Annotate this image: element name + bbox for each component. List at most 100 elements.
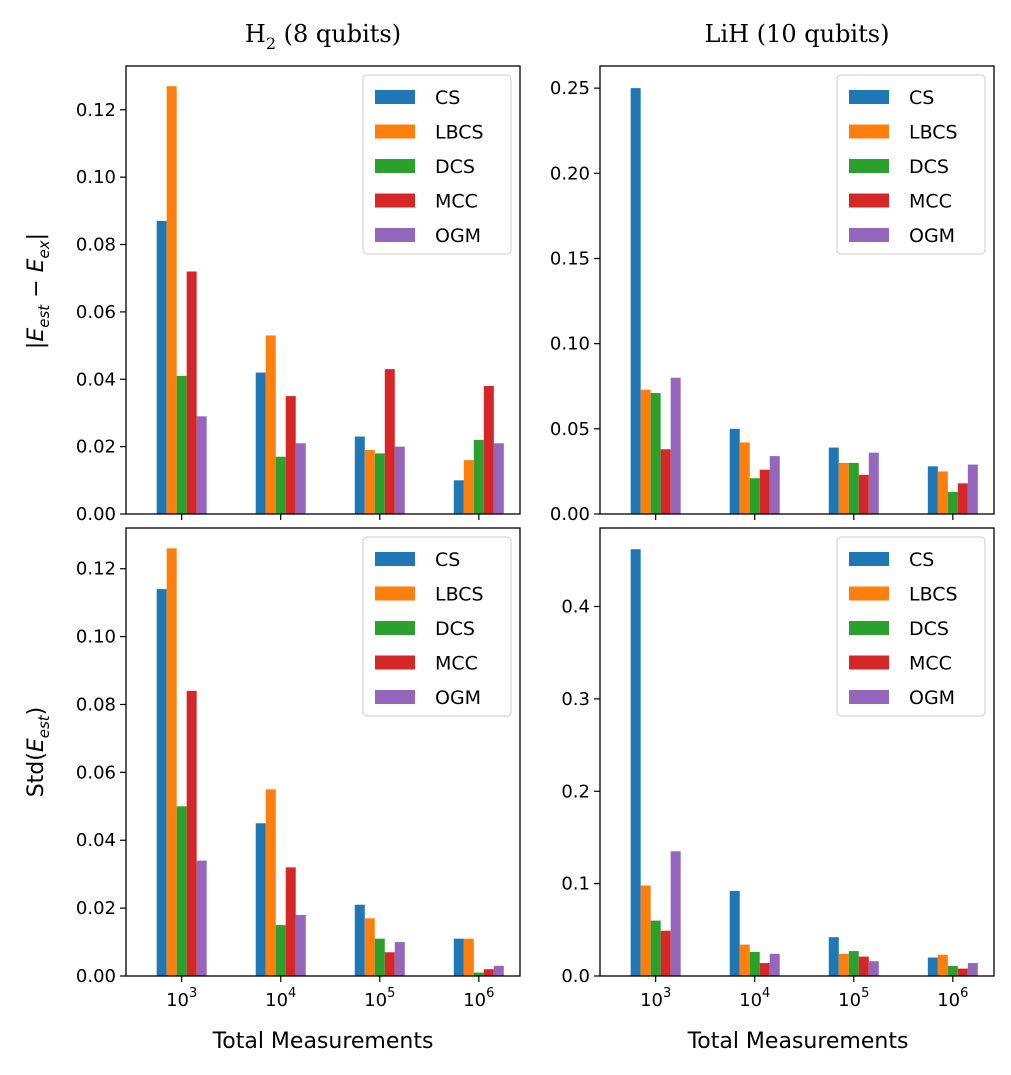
x-tick-label: 106 bbox=[937, 986, 968, 1011]
legend-label-ogm: OGM bbox=[435, 687, 481, 709]
panel-lih-error: 0.00 0.05 0.10 0.15 0.20 0.25 CS LBCS DCS MCC OGM bbox=[550, 65, 995, 525]
axes-frame bbox=[125, 65, 521, 515]
legend-swatch-dcs bbox=[849, 621, 889, 635]
legend-label-mcc: MCC bbox=[435, 653, 478, 675]
bar-ogm-10e6 bbox=[493, 443, 504, 514]
legend-label-mcc: MCC bbox=[435, 191, 478, 213]
bar-ogm-10e5 bbox=[394, 446, 405, 514]
legend-swatch-dcs bbox=[375, 621, 415, 635]
bar-lbcs-10e4 bbox=[739, 442, 750, 514]
bar-cs-10e4 bbox=[255, 823, 266, 976]
bar-lbcs-10e5 bbox=[838, 462, 849, 514]
bar-cs-10e4 bbox=[729, 891, 740, 976]
bar-mcc-10e3 bbox=[186, 690, 197, 976]
bar-dcs-10e6 bbox=[947, 965, 958, 976]
bar-ogm-10e4 bbox=[295, 914, 306, 976]
legend-label-dcs: DCS bbox=[909, 156, 949, 178]
bar-cs-10e5 bbox=[354, 436, 365, 514]
legend-swatch-ogm bbox=[375, 690, 415, 704]
legend-swatch-cs bbox=[849, 552, 889, 566]
bar-ogm-10e3 bbox=[670, 851, 681, 976]
legend-swatch-lbcs bbox=[849, 586, 889, 601]
axes-frame bbox=[599, 527, 995, 977]
bar-mcc-10e5 bbox=[384, 369, 395, 514]
y-tick-label: 0.1 bbox=[561, 874, 590, 895]
legend-swatch-lbcs bbox=[375, 124, 415, 139]
bar-mcc-10e6 bbox=[957, 968, 968, 976]
bar-mcc-10e6 bbox=[483, 386, 494, 514]
bar-dcs-10e4 bbox=[275, 925, 286, 976]
bar-dcs-10e5 bbox=[848, 462, 859, 514]
y-tick-label: 0.10 bbox=[550, 334, 590, 355]
bar-mcc-10e3 bbox=[660, 930, 671, 976]
bar-dcs-10e3 bbox=[650, 393, 661, 514]
bar-lbcs-10e3 bbox=[166, 86, 177, 515]
xlabel-left: Total Measurements bbox=[212, 1029, 434, 1054]
bar-cs-10e6 bbox=[453, 480, 464, 514]
bar-mcc-10e6 bbox=[957, 483, 968, 514]
legend-swatch-ogm bbox=[375, 228, 415, 242]
bar-mcc-10e4 bbox=[285, 396, 296, 514]
y-tick-label: 0.05 bbox=[550, 419, 590, 440]
y-tick-label: 0.4 bbox=[561, 597, 590, 618]
bar-mcc-10e6 bbox=[483, 969, 494, 976]
y-tick-label: 0.15 bbox=[550, 248, 590, 269]
legend-swatch-mcc bbox=[849, 193, 889, 208]
y-tick-label: 0.00 bbox=[76, 966, 116, 987]
y-tick-label: 0.2 bbox=[561, 781, 590, 802]
bar-cs-10e6 bbox=[927, 957, 938, 976]
bar-cs-10e3 bbox=[156, 589, 167, 976]
legend-label-ogm: OGM bbox=[909, 687, 955, 709]
bar-ogm-10e3 bbox=[196, 860, 207, 976]
axes-frame bbox=[599, 65, 995, 515]
y-tick-label: 0.12 bbox=[76, 559, 116, 580]
y-tick-label: 0.02 bbox=[76, 898, 116, 919]
bar-dcs-10e4 bbox=[749, 951, 760, 976]
panel-h2-std: 0.00 0.02 0.04 0.06 0.08 0.10 0.12 103 104 105 106… bbox=[76, 527, 521, 1011]
ylabel-error: |Eest − Eex| bbox=[24, 233, 53, 349]
y-tick-label: 0.08 bbox=[76, 235, 116, 256]
y-tick-label: 0.06 bbox=[76, 762, 116, 783]
legend-label-cs: CS bbox=[909, 549, 934, 571]
bar-lbcs-10e6 bbox=[937, 471, 948, 514]
bar-cs-10e5 bbox=[828, 937, 839, 976]
legend-swatch-ogm bbox=[849, 690, 889, 704]
y-tick-label: 0.06 bbox=[76, 302, 116, 323]
y-tick-label: 0.08 bbox=[76, 694, 116, 715]
legend-swatch-lbcs bbox=[375, 586, 415, 601]
bar-ogm-10e5 bbox=[394, 942, 405, 976]
bar-ogm-10e6 bbox=[493, 965, 504, 976]
bar-lbcs-10e3 bbox=[166, 548, 177, 976]
bar-lbcs-10e3 bbox=[640, 389, 651, 514]
legend-box bbox=[362, 74, 512, 255]
bar-lbcs-10e4 bbox=[265, 335, 276, 514]
legend-label-mcc: MCC bbox=[909, 191, 952, 213]
bar-cs-10e3 bbox=[156, 220, 167, 514]
axes-frame bbox=[125, 527, 521, 977]
bar-dcs-10e6 bbox=[947, 491, 958, 514]
bar-cs-10e6 bbox=[453, 938, 464, 976]
legend-swatch-dcs bbox=[849, 159, 889, 173]
legend-swatch-mcc bbox=[375, 655, 415, 670]
legend-box bbox=[836, 536, 986, 717]
bar-mcc-10e3 bbox=[660, 449, 671, 514]
legend: CS LBCS DCS MCC OGM bbox=[362, 74, 512, 255]
bar-ogm-10e4 bbox=[295, 443, 306, 514]
y-tick-label: 0.20 bbox=[550, 163, 590, 184]
panel-lih-std: 0.0 0.1 0.2 0.3 0.4 103 104 105 106 CS LBCS DCS MCC O… bbox=[561, 527, 995, 1011]
bar-ogm-10e5 bbox=[868, 452, 879, 514]
x-tick-label: 105 bbox=[838, 986, 869, 1011]
bar-cs-10e5 bbox=[354, 904, 365, 976]
legend-swatch-cs bbox=[375, 90, 415, 104]
bar-ogm-10e6 bbox=[967, 963, 978, 976]
bar-dcs-10e4 bbox=[749, 478, 760, 514]
title-lih: LiH (10 qubits) bbox=[705, 20, 890, 48]
legend-label-dcs: DCS bbox=[435, 156, 475, 178]
legend-label-ogm: OGM bbox=[435, 225, 481, 247]
bar-dcs-10e6 bbox=[473, 972, 484, 976]
legend-swatch-mcc bbox=[849, 655, 889, 670]
legend-swatch-mcc bbox=[375, 193, 415, 208]
legend-label-lbcs: LBCS bbox=[909, 584, 958, 606]
legend-box bbox=[362, 536, 512, 717]
